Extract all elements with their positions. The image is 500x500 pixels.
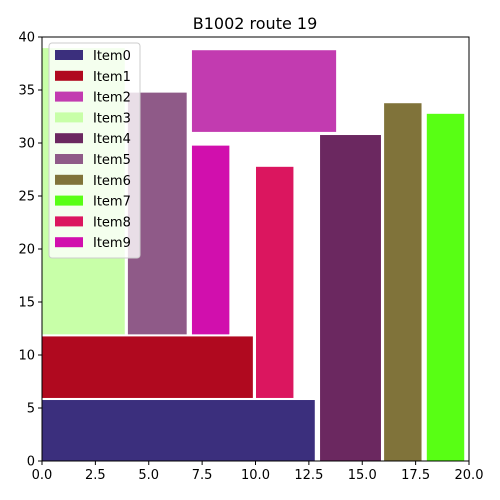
y-tick-label: 10: [18, 349, 35, 364]
y-tick-label: 30: [18, 137, 35, 152]
legend-label: Item4: [93, 132, 131, 147]
bar-item9: [190, 144, 231, 336]
legend-swatch: [55, 50, 83, 60]
y-tick-label: 35: [18, 84, 35, 99]
x-tick-label: 5.0: [138, 468, 159, 483]
legend-swatch: [55, 112, 83, 123]
legend-label: Item3: [93, 111, 131, 126]
legend-swatch: [55, 91, 83, 102]
legend-label: Item1: [93, 70, 131, 85]
x-tick-label: 0.0: [32, 468, 53, 483]
legend: Item0 Item1 Item2 Item3 Item4 Item5 Item6 Item7…: [48, 42, 141, 259]
bar-item4: [319, 134, 382, 462]
legend-label: Item5: [93, 153, 131, 168]
legend-swatch: [55, 133, 83, 144]
legend-label: Item9: [93, 236, 131, 251]
bar-item2: [190, 49, 338, 133]
legend-swatch: [55, 174, 83, 185]
y-tick-label: 15: [18, 296, 35, 311]
legend-swatch: [55, 237, 83, 248]
legend-swatch: [55, 154, 83, 164]
x-tick-label: 7.5: [192, 468, 213, 483]
legend-swatch: [55, 216, 83, 227]
chart-title: B1002 route 19: [193, 14, 318, 33]
x-axis-ticks: 0.0 2.5 5.0 7.5 10.0 12.5 15.0 17.5 20.0: [32, 461, 484, 483]
y-tick-label: 5: [27, 402, 35, 417]
y-tick-label: 0: [27, 455, 35, 470]
x-tick-label: 20.0: [455, 468, 484, 483]
x-tick-label: 15.0: [348, 468, 377, 483]
legend-label: Item6: [93, 174, 131, 189]
legend-label: Item7: [93, 195, 131, 210]
y-axis-ticks: 0 5 10 15 20 25 30 35 40: [18, 31, 42, 470]
legend-label: Item0: [93, 49, 131, 64]
legend-swatch: [55, 70, 83, 81]
legend-swatch: [55, 195, 83, 206]
bar-item0: [41, 399, 316, 462]
legend-label: Item2: [93, 91, 131, 106]
bar-item6: [383, 102, 423, 462]
bar-item7: [425, 112, 466, 462]
x-tick-label: 10.0: [241, 468, 270, 483]
x-tick-label: 2.5: [85, 468, 106, 483]
y-tick-label: 25: [18, 190, 35, 205]
bar-item1: [41, 335, 254, 399]
x-tick-label: 17.5: [401, 468, 430, 483]
x-tick-label: 12.5: [294, 468, 323, 483]
legend-label: Item8: [93, 215, 131, 230]
y-tick-label: 40: [18, 31, 35, 46]
bar-item8: [255, 165, 295, 399]
y-tick-label: 20: [18, 243, 35, 258]
